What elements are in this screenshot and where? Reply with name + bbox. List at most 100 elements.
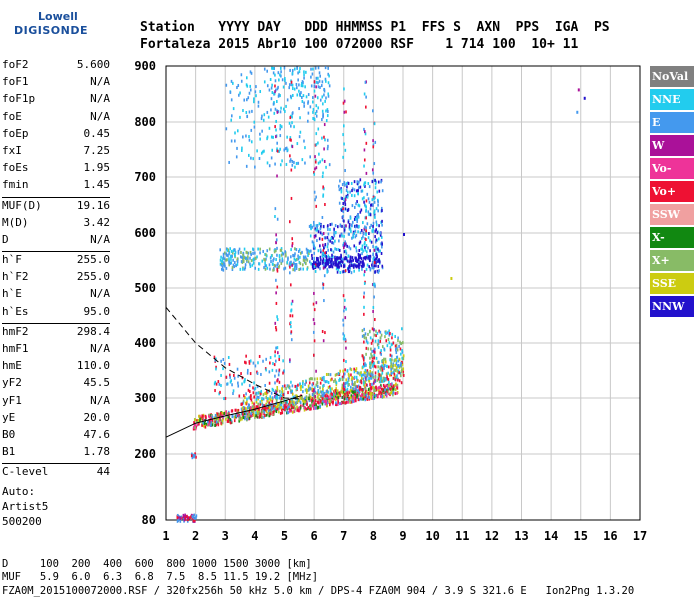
echo-point bbox=[259, 412, 262, 416]
echo-point bbox=[245, 134, 247, 138]
echo-point bbox=[242, 109, 244, 113]
echo-point bbox=[261, 129, 263, 133]
echo-point bbox=[298, 260, 301, 264]
param-key: B0 bbox=[2, 427, 16, 441]
echo-point bbox=[248, 410, 250, 414]
echo-point bbox=[298, 248, 301, 252]
echo-point bbox=[270, 108, 272, 112]
echo-point bbox=[291, 163, 294, 167]
echo-point bbox=[344, 169, 346, 173]
echo-point bbox=[351, 376, 353, 380]
echo-point bbox=[298, 250, 300, 254]
echo-point bbox=[244, 378, 246, 382]
echo-point bbox=[339, 257, 342, 261]
echo-point bbox=[324, 265, 326, 269]
echo-point bbox=[194, 423, 197, 427]
echo-point bbox=[312, 116, 314, 120]
echo-point bbox=[388, 329, 390, 333]
echo-point bbox=[324, 259, 326, 263]
echo-point bbox=[363, 200, 365, 204]
echo-point bbox=[305, 388, 308, 392]
echo-point bbox=[322, 286, 324, 290]
echo-point bbox=[252, 261, 255, 265]
echo-point bbox=[264, 414, 266, 418]
echo-point bbox=[313, 353, 315, 357]
echo-point bbox=[223, 251, 226, 255]
echo-point bbox=[278, 396, 281, 400]
profile-curve-solid bbox=[165, 394, 303, 438]
echo-point bbox=[214, 413, 217, 417]
echo-point bbox=[315, 256, 318, 260]
echo-point bbox=[380, 242, 382, 246]
echo-point bbox=[293, 266, 296, 270]
echo-point bbox=[323, 236, 326, 240]
echo-point bbox=[324, 99, 326, 103]
echo-point bbox=[271, 66, 273, 70]
echo-point bbox=[244, 256, 247, 260]
echo-point bbox=[355, 224, 358, 228]
echo-point bbox=[344, 382, 346, 386]
echo-point bbox=[232, 258, 234, 262]
echo-point bbox=[391, 366, 394, 370]
echo-point bbox=[365, 339, 368, 343]
echo-point bbox=[365, 363, 367, 367]
echo-point bbox=[351, 193, 353, 197]
echo-point bbox=[219, 248, 221, 252]
echo-point bbox=[372, 203, 374, 207]
echo-point bbox=[245, 410, 247, 414]
echo-point bbox=[208, 421, 211, 425]
echo-point bbox=[213, 418, 216, 422]
echo-point bbox=[275, 233, 277, 237]
echo-point bbox=[398, 371, 400, 375]
echo-point bbox=[275, 369, 278, 373]
echo-point bbox=[396, 369, 399, 373]
echo-point bbox=[313, 251, 315, 255]
echo-point bbox=[294, 258, 297, 262]
echo-point bbox=[315, 195, 317, 199]
echo-point bbox=[364, 392, 366, 396]
echo-point bbox=[322, 266, 325, 270]
echo-point bbox=[310, 223, 312, 227]
echo-point bbox=[254, 266, 257, 270]
echo-point bbox=[263, 404, 265, 408]
param-value: 20.0 bbox=[83, 410, 111, 424]
echo-point bbox=[248, 412, 250, 416]
echo-point bbox=[299, 382, 301, 386]
echo-point bbox=[321, 237, 324, 241]
echo-point bbox=[345, 194, 348, 198]
echo-point bbox=[275, 301, 278, 305]
echo-point bbox=[316, 406, 319, 410]
echo-point bbox=[364, 80, 367, 84]
echo-point bbox=[341, 375, 344, 379]
echo-point bbox=[387, 371, 389, 375]
param-value: 5.600 bbox=[76, 58, 110, 71]
echo-point bbox=[346, 190, 349, 194]
echo-point bbox=[319, 98, 322, 102]
echo-point bbox=[325, 399, 328, 403]
echo-point bbox=[250, 407, 252, 411]
echo-point bbox=[282, 85, 285, 89]
echo-point bbox=[364, 248, 367, 252]
param-row: yF1 N/A bbox=[2, 394, 110, 411]
echo-point bbox=[353, 180, 356, 184]
echo-point bbox=[356, 264, 358, 268]
echo-point bbox=[242, 251, 245, 255]
echo-point bbox=[360, 247, 363, 251]
echo-point bbox=[349, 247, 352, 251]
echo-point bbox=[359, 373, 361, 377]
echo-point bbox=[353, 224, 356, 228]
echo-point bbox=[323, 246, 325, 250]
echo-point bbox=[215, 423, 217, 427]
param-value: 255.0 bbox=[76, 270, 110, 284]
echo-point bbox=[371, 393, 373, 397]
echo-point bbox=[354, 395, 357, 399]
plot-frame bbox=[165, 65, 641, 521]
echo-point bbox=[294, 384, 297, 388]
echo-point bbox=[369, 392, 371, 396]
echo-point bbox=[291, 112, 294, 116]
echo-point bbox=[325, 251, 327, 255]
echo-point bbox=[314, 269, 317, 273]
echo-point bbox=[242, 253, 244, 257]
echo-point bbox=[400, 370, 403, 374]
echo-point bbox=[286, 98, 289, 102]
